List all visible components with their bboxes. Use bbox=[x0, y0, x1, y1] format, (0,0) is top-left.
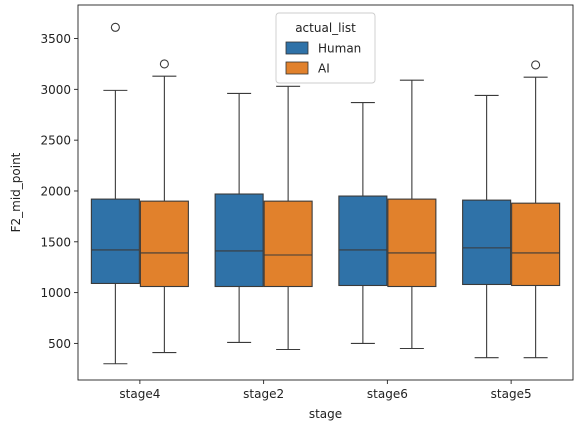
iqr-box bbox=[462, 199, 512, 286]
iqr-box bbox=[263, 200, 313, 288]
x-tick-label: stage4 bbox=[119, 387, 160, 401]
x-tick-label: stage2 bbox=[243, 387, 284, 401]
box-ai-stage6 bbox=[387, 79, 437, 350]
iqr-box bbox=[90, 198, 140, 285]
x-axis-label: stage bbox=[309, 407, 342, 421]
y-axis-label: F2_mid_point bbox=[9, 152, 23, 232]
plot-area-frame bbox=[77, 4, 574, 381]
y-tick-label: 500 bbox=[48, 337, 71, 351]
box-ai-stage2 bbox=[263, 85, 313, 351]
y-tick-label: 2500 bbox=[40, 134, 71, 148]
y-tick-label: 1000 bbox=[40, 286, 71, 300]
legend-label-human: Human bbox=[318, 42, 361, 56]
y-tick-label: 3500 bbox=[40, 32, 71, 46]
iqr-box bbox=[387, 198, 437, 288]
legend-swatch-ai bbox=[285, 61, 309, 75]
y-tick-label: 1500 bbox=[40, 235, 71, 249]
y-tick-label: 3000 bbox=[40, 83, 71, 97]
iqr-box bbox=[139, 200, 189, 288]
y-tick-label: 2000 bbox=[40, 184, 71, 198]
box-human-stage6 bbox=[338, 102, 388, 344]
outlier-point bbox=[110, 22, 120, 32]
box-human-stage4 bbox=[90, 22, 140, 365]
iqr-box bbox=[338, 195, 388, 287]
legend: actual_list Human AI bbox=[275, 12, 376, 84]
x-tick-label: stage5 bbox=[491, 387, 532, 401]
outlier-point bbox=[159, 59, 169, 69]
iqr-box bbox=[511, 202, 561, 287]
legend-label-ai: AI bbox=[318, 62, 330, 76]
legend-swatch-human bbox=[285, 41, 309, 55]
outlier-point bbox=[531, 60, 541, 70]
x-tick-label: stage6 bbox=[367, 387, 408, 401]
box-human-stage5 bbox=[462, 94, 512, 359]
iqr-box bbox=[214, 193, 264, 288]
box-human-stage2 bbox=[214, 92, 264, 343]
box-ai-stage5 bbox=[511, 60, 561, 359]
box-ai-stage4 bbox=[139, 59, 189, 354]
legend-title: actual_list bbox=[295, 21, 356, 35]
